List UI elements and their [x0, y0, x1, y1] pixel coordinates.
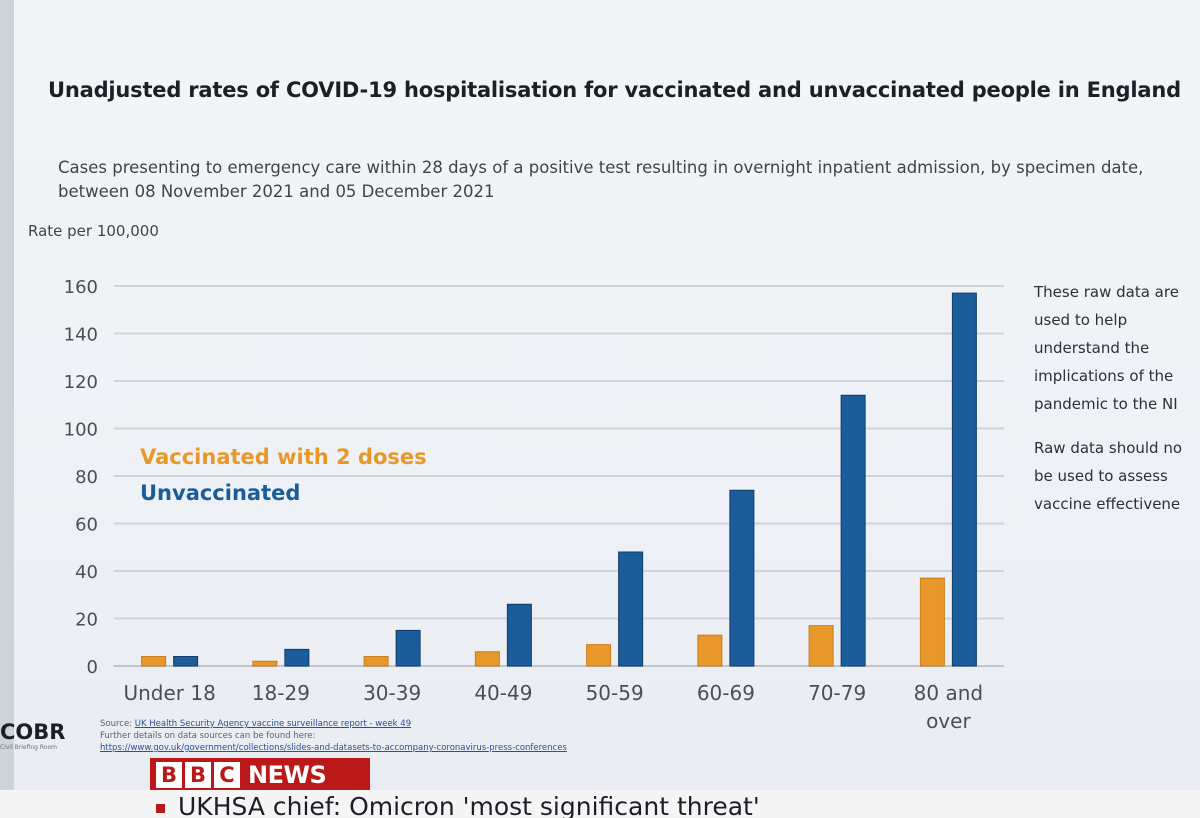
x-category-label: over	[926, 709, 971, 733]
x-category-label: 70-79	[808, 681, 866, 705]
unvaccinated-bar	[951, 292, 977, 667]
side-note-line: Raw data should no	[1034, 439, 1183, 457]
x-category-label: 80 and	[914, 681, 983, 705]
x-category-label: 40-49	[474, 681, 532, 705]
side-note-line: understand the	[1034, 339, 1150, 357]
unvaccinated-bar	[173, 656, 199, 667]
source-link[interactable]: UK Health Security Agency vaccine survei…	[134, 719, 412, 729]
vaccinated-bar	[808, 625, 834, 667]
vaccinated-bar	[586, 644, 612, 667]
vaccinated-bar	[363, 656, 389, 667]
side-note-line: vaccine effectivene	[1034, 495, 1181, 513]
y-tick-label: 0	[87, 657, 98, 678]
bbc-logo-block: C	[214, 762, 240, 788]
vaccinated-bar	[141, 656, 167, 667]
source-note: Source: UK Health Security Agency vaccin…	[100, 718, 800, 754]
unvaccinated-bar	[729, 489, 755, 667]
side-note-line: used to help	[1034, 311, 1128, 329]
vaccinated-bar	[474, 651, 500, 667]
bar-chart: 0 20 40 60 80 100 120 140 160 Under 18 18-29 30-39 4…	[64, 277, 1004, 733]
cobr-subtitle: Civil Briefing Room	[0, 744, 57, 751]
bbc-news-logo: B B C NEWS	[150, 758, 370, 792]
source-prefix: Source:	[100, 719, 133, 729]
x-category-label: Under 18	[123, 681, 215, 705]
bbc-logo-block: B	[156, 762, 182, 788]
x-category-label: 18-29	[252, 681, 310, 705]
unvaccinated-bar	[284, 648, 310, 667]
news-ticker: UKHSA chief: Omicron 'most significant t…	[0, 790, 1200, 818]
side-note-line: be used to assess	[1034, 467, 1168, 485]
x-category-label: 50-59	[586, 681, 644, 705]
ticker-bullet-icon	[156, 804, 165, 813]
ticker-headline: UKHSA chief: Omicron 'most significant t…	[178, 792, 760, 818]
unvaccinated-bar	[840, 394, 866, 667]
side-note-line: implications of the	[1034, 367, 1174, 385]
vaccinated-bar	[697, 634, 723, 667]
y-tick-label: 60	[75, 515, 98, 536]
side-note-line: These raw data are	[1034, 283, 1179, 301]
unvaccinated-bar	[395, 629, 421, 667]
y-tick-label: 20	[75, 610, 98, 631]
y-tick-label: 80	[75, 467, 98, 488]
legend-vaccinated: Vaccinated with 2 doses	[140, 445, 427, 469]
y-tick-label: 120	[64, 372, 98, 393]
news-label: NEWS	[248, 761, 327, 789]
source-url[interactable]: https://www.gov.uk/government/collection…	[100, 743, 567, 753]
y-axis-label: Rate per 100,000	[28, 222, 159, 240]
bbc-logo-block: B	[185, 762, 211, 788]
x-category-label: 60-69	[697, 681, 755, 705]
y-tick-label: 140	[64, 325, 98, 346]
side-note: These raw data are used to help understa…	[1034, 278, 1200, 534]
side-note-line: pandemic to the NI	[1034, 395, 1178, 413]
unvaccinated-bar	[506, 603, 532, 667]
y-tick-label: 100	[64, 420, 98, 441]
cobr-logo: COBR	[0, 720, 66, 744]
presentation-slide: Unadjusted rates of COVID-19 hospitalisa…	[14, 0, 1200, 790]
source-details: Further details on data sources can be f…	[100, 731, 316, 741]
unvaccinated-bar	[618, 551, 644, 667]
chart-subtitle: Cases presenting to emergency care withi…	[58, 158, 1144, 201]
vaccinated-bar	[252, 660, 278, 667]
y-tick-label: 160	[64, 277, 98, 298]
legend-unvaccinated: Unvaccinated	[140, 481, 300, 505]
chart-title: Unadjusted rates of COVID-19 hospitalisa…	[48, 78, 1181, 102]
vaccinated-bar	[919, 577, 945, 667]
y-tick-label: 40	[75, 562, 98, 583]
x-category-label: 30-39	[363, 681, 421, 705]
